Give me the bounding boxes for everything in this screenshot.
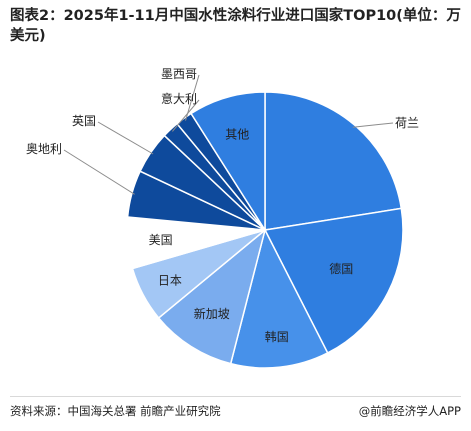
leader-line-9 (172, 99, 200, 132)
pie-slice-11 (190, 91, 266, 233)
pie-slice-1 (264, 91, 403, 231)
pie-slice-2 (263, 207, 404, 354)
pie-slice-3 (229, 227, 329, 369)
leader-line-10 (185, 74, 200, 121)
pie-slice-4 (157, 227, 267, 365)
slice-label-3: 韩国 (265, 329, 289, 344)
chart-title: 图表2：2025年1-11月中国水性涂料行业进口国家TOP10(单位：万美元) (10, 8, 461, 44)
slice-label-11: 其他 (225, 128, 249, 142)
slice-label-4: 新加坡 (194, 306, 230, 321)
slice-label-10: 墨西哥 (161, 67, 197, 81)
slice-label-8: 英国 (72, 114, 96, 128)
slice-label-5: 日本 (158, 273, 182, 287)
pie-slices (126, 91, 404, 369)
source-note: 资料来源：中国海关总署 前瞻产业研究院 (10, 404, 221, 418)
brand-watermark: @前瞻经济学人APP (358, 404, 461, 418)
slice-label-1: 荷兰 (395, 116, 419, 130)
slice-label-9: 意大利 (161, 91, 197, 106)
footer-divider (10, 396, 461, 397)
leader-lines (63, 74, 394, 195)
slice-label-7: 奥地利 (26, 142, 62, 156)
slice-label-6: 美国 (149, 233, 173, 247)
leader-line-7 (63, 149, 135, 195)
leader-line-1 (352, 122, 394, 128)
leader-line-8 (97, 121, 154, 155)
slice-label-2: 德国 (329, 261, 353, 276)
